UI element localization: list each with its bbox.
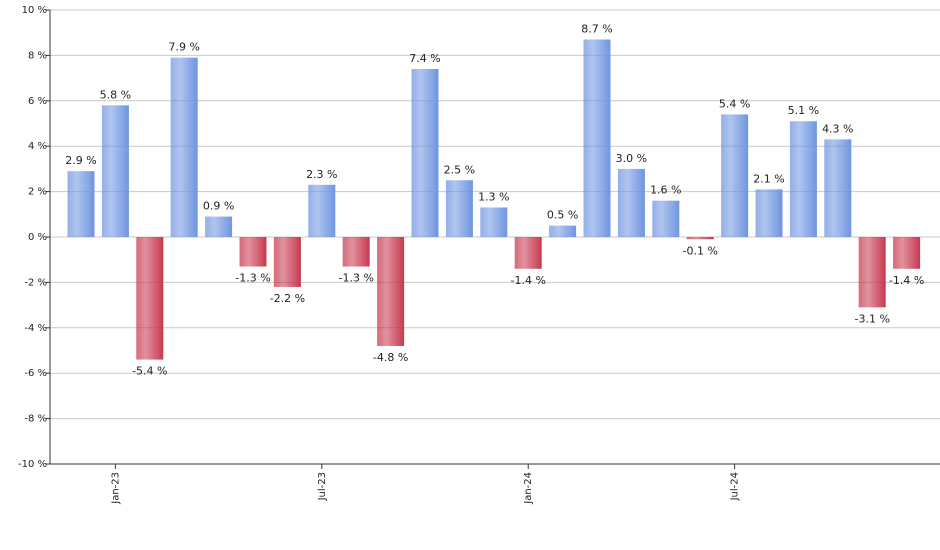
value-label: -4.8 % [373, 351, 408, 364]
bar [721, 114, 749, 237]
value-label: 5.1 % [788, 104, 819, 117]
bar [686, 237, 714, 240]
value-label: 3.0 % [616, 152, 647, 165]
bar [755, 189, 783, 237]
value-label: 2.3 % [306, 168, 337, 181]
bar [411, 69, 439, 238]
value-label: 7.9 % [168, 41, 199, 54]
value-label: 1.6 % [650, 184, 681, 197]
bar [824, 139, 852, 237]
x-tick-label: Jan-23 [110, 472, 121, 505]
bar [445, 180, 473, 237]
value-label: 5.4 % [719, 97, 750, 110]
bar [67, 171, 95, 237]
bar [789, 121, 817, 237]
bar [101, 105, 129, 237]
x-tick-label: Jul-23 [317, 472, 328, 501]
value-label: 7.4 % [409, 52, 440, 65]
bar [858, 237, 886, 308]
bar [617, 168, 645, 237]
y-tick-label: -6 % [24, 368, 47, 379]
value-label: 5.8 % [100, 88, 131, 101]
value-label: 4.3 % [822, 122, 853, 135]
y-tick-label: -2 % [24, 277, 47, 288]
y-tick-label: -8 % [24, 414, 47, 425]
x-tick-label: Jan-24 [523, 472, 534, 505]
bar [549, 225, 577, 237]
y-tick-label: 10 % [22, 5, 47, 16]
value-label: 1.3 % [478, 190, 509, 203]
value-label: -1.3 % [338, 272, 373, 285]
bar [652, 200, 680, 237]
value-label: -3.1 % [854, 312, 889, 325]
value-label: 2.1 % [753, 172, 784, 185]
bar [480, 207, 508, 237]
bar [514, 237, 542, 269]
y-tick-label: 6 % [28, 96, 47, 107]
bar [136, 237, 164, 360]
value-label: -0.1 % [682, 244, 717, 257]
bar [342, 237, 370, 267]
bar [377, 237, 405, 346]
value-label: 2.5 % [444, 163, 475, 176]
bar [273, 237, 301, 287]
value-label: 8.7 % [581, 23, 612, 36]
y-tick-label: 8 % [28, 50, 47, 61]
bar [583, 39, 611, 238]
bar [170, 57, 198, 237]
bar [308, 184, 336, 237]
y-tick-label: 4 % [28, 141, 47, 152]
y-tick-label: -10 % [18, 459, 47, 470]
value-label: -1.3 % [235, 272, 270, 285]
value-label: -1.4 % [510, 274, 545, 287]
value-label: -2.2 % [270, 292, 305, 305]
value-label: -5.4 % [132, 365, 167, 378]
value-label: 0.9 % [203, 200, 234, 213]
y-tick-label: -4 % [24, 323, 47, 334]
bar [893, 237, 921, 269]
bar [239, 237, 267, 267]
value-label: 2.9 % [65, 154, 96, 167]
y-tick-label: 2 % [28, 187, 47, 198]
value-label: -1.4 % [889, 274, 924, 287]
x-tick-label: Jul-24 [730, 472, 741, 501]
y-tick-label: 0 % [28, 232, 47, 243]
value-label: 0.5 % [547, 209, 578, 222]
bar [205, 216, 233, 237]
